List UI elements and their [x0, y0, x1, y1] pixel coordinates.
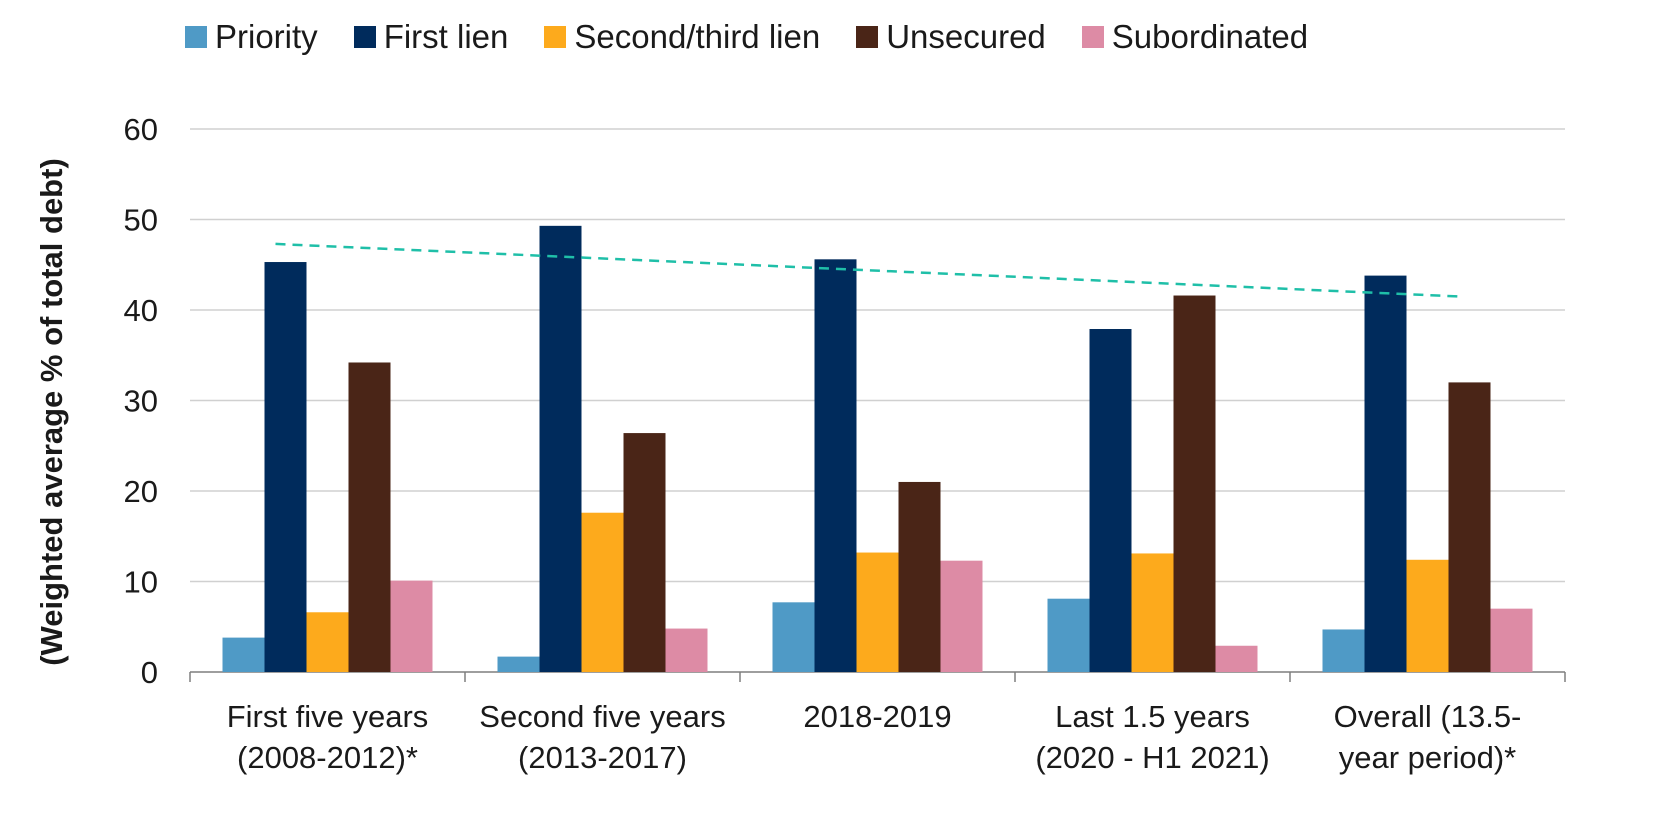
bar-second-third-lien	[1406, 559, 1449, 672]
bar-unsecured	[348, 362, 391, 672]
x-tick-label: 2018-2019	[803, 699, 951, 734]
bar-unsecured	[1448, 382, 1491, 672]
x-tick-label: Overall (13.5-	[1334, 699, 1522, 734]
legend-item: Second/third lien	[544, 18, 820, 56]
bar-priority	[497, 656, 540, 672]
bar-first-lien	[1364, 275, 1407, 672]
legend-item: First lien	[353, 18, 509, 56]
x-tick-label: (2020 - H1 2021)	[1035, 740, 1269, 775]
bar-priority	[1322, 629, 1365, 672]
legend-swatch	[856, 26, 879, 48]
bar-unsecured	[623, 433, 666, 672]
legend-item: Subordinated	[1081, 18, 1309, 56]
bar-subordinated	[665, 628, 708, 672]
x-tick-label: year period)*	[1339, 740, 1516, 775]
legend-swatch	[353, 26, 376, 48]
bar-unsecured	[1173, 295, 1216, 672]
bar-second-third-lien	[306, 612, 349, 672]
bar-subordinated	[1215, 645, 1258, 672]
legend-label: Priority	[215, 18, 318, 55]
legend-label: First lien	[383, 18, 509, 55]
y-axis-label: (Weighted average % of total debt)	[34, 158, 69, 666]
bar-priority	[772, 602, 815, 672]
legend: Priority First lien Second/third lien Unsec…	[185, 18, 1344, 56]
bar-priority	[222, 637, 265, 672]
y-tick-label: 10	[124, 565, 158, 600]
bar-second-third-lien	[1131, 553, 1174, 672]
bar-first-lien	[539, 225, 582, 672]
x-tick-label: Second five years	[479, 699, 725, 734]
x-tick-label: First five years	[227, 699, 429, 734]
y-tick-label: 20	[124, 474, 158, 509]
y-tick-label: 40	[124, 293, 158, 328]
legend-item: Priority	[185, 18, 318, 56]
bar-subordinated	[940, 560, 983, 672]
bar-first-lien	[1089, 329, 1132, 672]
bar-first-lien	[264, 262, 307, 672]
bar-second-third-lien	[581, 512, 624, 672]
legend-label: Second/third lien	[574, 18, 821, 55]
bar-priority	[1047, 598, 1090, 672]
legend-item: Unsecured	[856, 18, 1046, 56]
y-tick-label: 60	[124, 112, 158, 147]
bar-second-third-lien	[856, 552, 899, 672]
y-tick-label: 0	[141, 655, 158, 690]
trend-line	[275, 242, 1458, 298]
y-tick-label: 50	[124, 203, 158, 238]
legend-swatch	[1081, 26, 1104, 48]
bar-first-lien	[814, 259, 857, 672]
x-tick-label: (2008-2012)*	[237, 740, 418, 775]
bar-unsecured	[898, 481, 941, 672]
bar-subordinated	[390, 580, 433, 672]
bar-subordinated	[1490, 608, 1533, 672]
legend-label: Unsecured	[886, 18, 1046, 55]
legend-swatch	[185, 26, 207, 48]
x-tick-label: (2013-2017)	[518, 740, 687, 775]
legend-swatch	[544, 26, 567, 48]
legend-label: Subordinated	[1111, 18, 1309, 55]
y-tick-label: 30	[124, 384, 158, 419]
x-tick-label: Last 1.5 years	[1055, 699, 1250, 734]
